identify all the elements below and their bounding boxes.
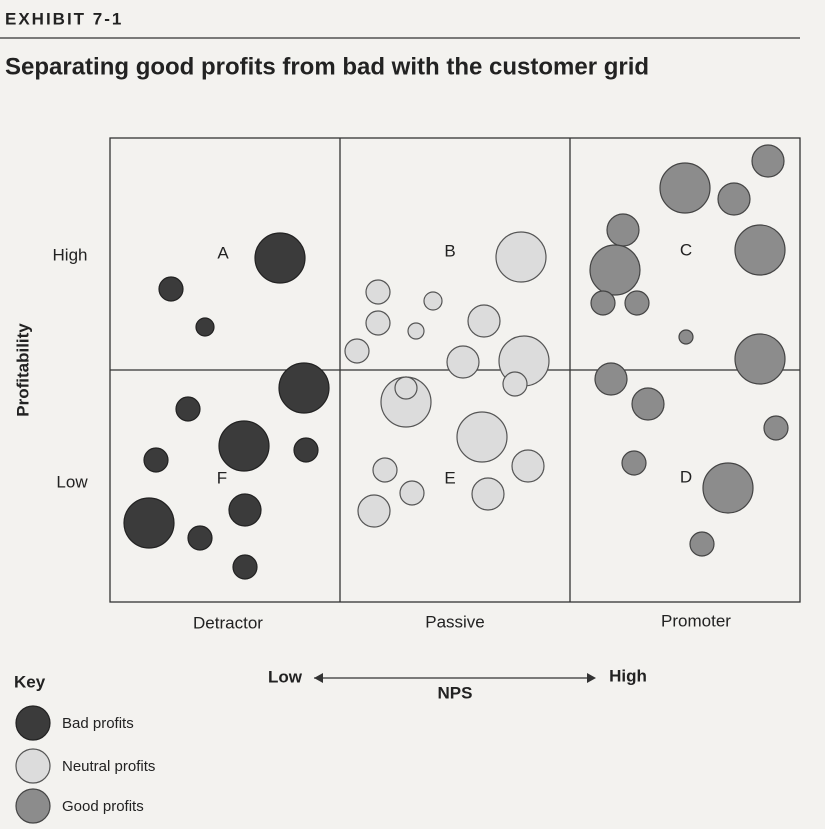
bubble xyxy=(502,371,528,397)
y-axis-title: Profitability xyxy=(13,323,32,417)
bubble xyxy=(594,362,628,396)
bubble xyxy=(511,449,545,483)
bubble xyxy=(624,290,650,316)
bubble xyxy=(228,493,262,527)
exhibit-label: EXHIBIT 7-1 xyxy=(5,9,123,28)
bubble xyxy=(467,304,501,338)
bubble xyxy=(123,497,175,549)
nps-low: Low xyxy=(268,667,303,686)
nps-high: High xyxy=(609,666,647,685)
bubble xyxy=(423,291,443,311)
bubble xyxy=(187,525,213,551)
bubble xyxy=(659,162,711,214)
bubble xyxy=(158,276,184,302)
bubble xyxy=(689,531,715,557)
bubble xyxy=(717,182,751,216)
bubble xyxy=(278,362,330,414)
x-level: Promoter xyxy=(661,611,731,630)
quadrant-label: A xyxy=(217,243,229,262)
bubble xyxy=(365,310,391,336)
bubble xyxy=(293,437,319,463)
bubble xyxy=(702,462,754,514)
bubble xyxy=(143,447,169,473)
bubble xyxy=(589,244,641,296)
key-swatch xyxy=(15,788,51,824)
bubble xyxy=(372,457,398,483)
bubble xyxy=(407,322,425,340)
quadrant-label: B xyxy=(444,241,455,260)
bubble xyxy=(344,338,370,364)
bubble xyxy=(621,450,647,476)
bubble xyxy=(751,144,785,178)
bubble xyxy=(495,231,547,283)
key-swatch xyxy=(15,705,51,741)
bubble xyxy=(399,480,425,506)
bubble xyxy=(734,224,786,276)
bubble xyxy=(394,376,418,400)
bubble xyxy=(232,554,258,580)
key-label: Neutral profits xyxy=(62,758,155,775)
quadrant-label: D xyxy=(680,467,692,486)
bubble xyxy=(365,279,391,305)
bubble xyxy=(590,290,616,316)
x-level: Passive xyxy=(425,612,485,631)
key-title: Key xyxy=(14,672,46,691)
nps-title: NPS xyxy=(438,683,473,702)
bubble xyxy=(357,494,391,528)
bubble xyxy=(456,411,508,463)
bubble xyxy=(218,420,270,472)
bubble xyxy=(175,396,201,422)
quadrant-label: C xyxy=(680,240,692,259)
bubble xyxy=(446,345,480,379)
quadrant-label: F xyxy=(217,468,227,487)
bubble xyxy=(195,317,215,337)
bubble xyxy=(678,329,694,345)
bubble xyxy=(763,415,789,441)
bubble xyxy=(734,333,786,385)
key-label: Good profits xyxy=(62,798,144,815)
quadrant-label: E xyxy=(444,468,455,487)
key-label: Bad profits xyxy=(62,715,134,732)
bubbles xyxy=(123,144,789,580)
title: Separating good profits from bad with th… xyxy=(5,53,649,80)
x-level: Detractor xyxy=(193,613,263,632)
bubble xyxy=(471,477,505,511)
y-level: High xyxy=(53,245,88,264)
bubble xyxy=(254,232,306,284)
key-swatch xyxy=(15,748,51,784)
bubble xyxy=(606,213,640,247)
bubble xyxy=(631,387,665,421)
y-level: Low xyxy=(56,472,88,491)
grid xyxy=(109,137,801,603)
